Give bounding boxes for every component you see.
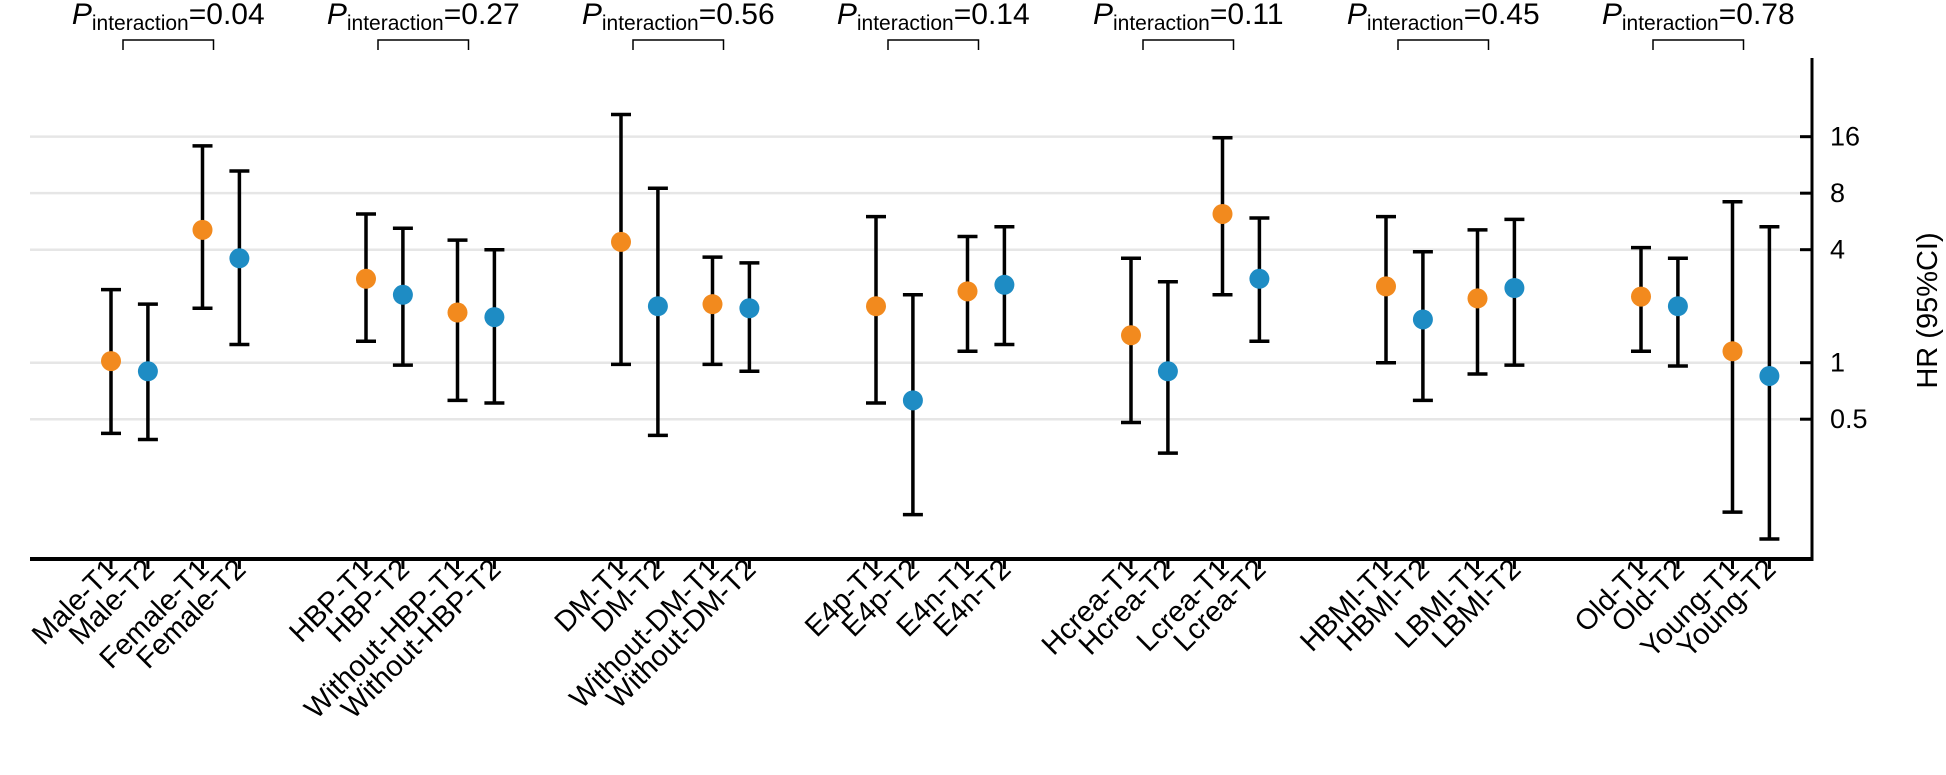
interaction-bracket: [887, 39, 980, 50]
point-Without-DM-T2: [739, 298, 760, 319]
p-value: =0.56: [699, 0, 775, 31]
p-subscript: interaction: [1367, 12, 1464, 35]
point-Old-T1: [1631, 286, 1651, 307]
point-LBMI-T1: [1467, 288, 1488, 309]
p-interaction-label: Pinteraction=0.11: [1093, 0, 1284, 35]
p-value: =0.11: [1210, 0, 1284, 31]
p-subscript: interaction: [1622, 12, 1719, 35]
interaction-bracket: [1397, 39, 1490, 50]
y-tick-label: 0.5: [1830, 404, 1868, 434]
point-E4n-T2: [994, 274, 1015, 295]
interaction-bracket: [1142, 39, 1235, 50]
interaction-bracket: [1652, 39, 1745, 50]
p-symbol: P: [1093, 0, 1113, 31]
p-interaction-label: Pinteraction=0.27: [327, 0, 520, 35]
p-subscript: interaction: [857, 12, 954, 35]
p-value: =0.14: [954, 0, 1030, 31]
p-value: =0.78: [1719, 0, 1795, 31]
p-subscript: interaction: [92, 12, 189, 35]
point-HBMI-T2: [1412, 309, 1433, 330]
p-interaction-label: Pinteraction=0.14: [837, 0, 1030, 35]
y-tick-label: 8: [1830, 178, 1845, 208]
p-interaction-label: Pinteraction=0.56: [582, 0, 775, 35]
y-tick-label: 1: [1830, 348, 1845, 378]
point-DM-T1: [611, 231, 631, 252]
interaction-bracket: [122, 39, 215, 50]
point-HBMI-T1: [1376, 276, 1396, 297]
point-Hcrea-T2: [1157, 361, 1178, 382]
point-HBP-T2: [392, 284, 413, 305]
interaction-bracket: [377, 39, 470, 50]
p-symbol: P: [327, 0, 347, 31]
p-interaction-label: Pinteraction=0.45: [1347, 0, 1540, 35]
p-symbol: P: [582, 0, 602, 31]
y-tick-label: 4: [1830, 235, 1845, 265]
point-Female-T1: [192, 219, 213, 240]
point-Old-T2: [1667, 296, 1688, 317]
p-value: =0.45: [1464, 0, 1540, 31]
p-subscript: interaction: [602, 12, 699, 35]
p-interaction-label: Pinteraction=0.04: [72, 0, 265, 35]
point-Male-T1: [101, 351, 121, 372]
point-DM-T2: [647, 296, 668, 317]
point-Lcrea-T2: [1249, 268, 1270, 289]
p-subscript: interaction: [1113, 12, 1210, 35]
point-HBP-T1: [356, 268, 376, 289]
interaction-bracket: [632, 39, 725, 50]
point-Without-HBP-T1: [447, 302, 468, 323]
point-Lcrea-T1: [1212, 203, 1233, 224]
point-E4p-T1: [866, 296, 886, 317]
p-subscript: interaction: [347, 12, 444, 35]
point-Young-T2: [1759, 365, 1780, 386]
y-tick-label: 16: [1830, 122, 1860, 152]
point-E4n-T1: [957, 281, 978, 302]
point-Without-HBP-T2: [484, 307, 505, 328]
point-Without-DM-T1: [702, 294, 723, 315]
point-E4p-T2: [902, 390, 923, 411]
p-value: =0.04: [189, 0, 265, 31]
y-axis-title: HR (95%CI): [1912, 232, 1944, 388]
p-symbol: P: [1347, 0, 1367, 31]
point-Male-T2: [137, 361, 158, 382]
p-symbol: P: [837, 0, 857, 31]
p-symbol: P: [1602, 0, 1622, 31]
p-symbol: P: [72, 0, 92, 31]
point-LBMI-T2: [1504, 278, 1525, 299]
point-Young-T1: [1722, 341, 1743, 362]
p-value: =0.27: [444, 0, 520, 31]
p-interaction-label: Pinteraction=0.78: [1602, 0, 1795, 35]
point-Hcrea-T1: [1121, 325, 1141, 346]
point-Female-T2: [229, 248, 250, 269]
